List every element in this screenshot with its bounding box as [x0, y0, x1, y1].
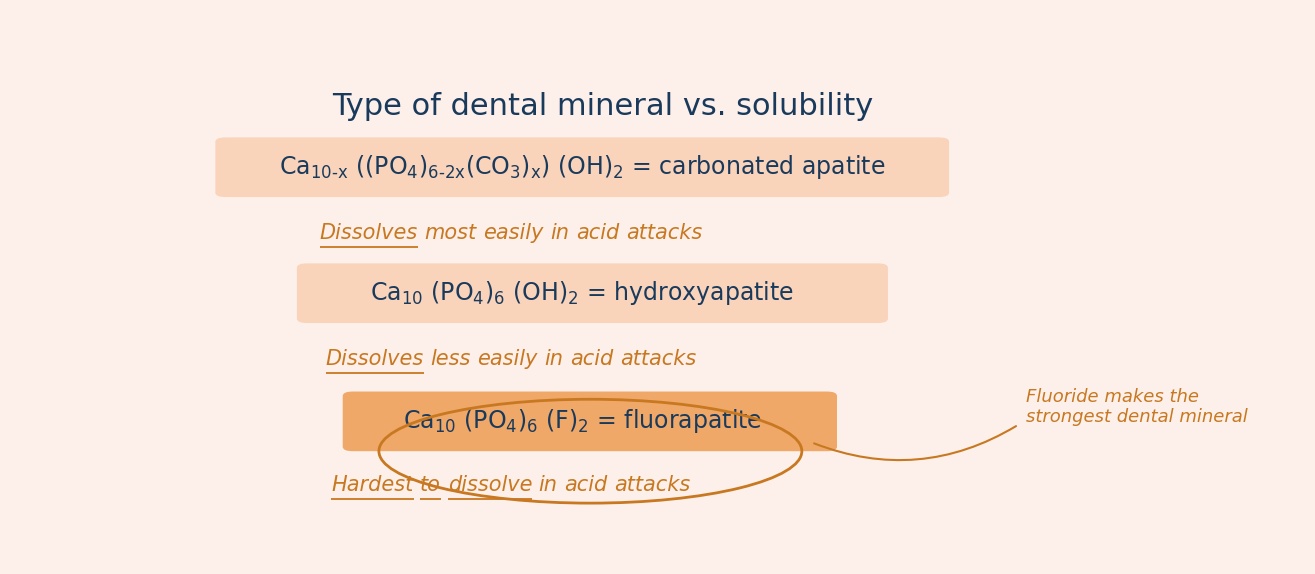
Text: easily: easily	[484, 223, 543, 243]
FancyBboxPatch shape	[297, 263, 888, 323]
Text: in: in	[550, 223, 569, 243]
Text: $\mathregular{Ca_{10}\ (PO_4)_6\ (OH)_2}$ = hydroxyapatite: $\mathregular{Ca_{10}\ (PO_4)_6\ (OH)_2}…	[371, 279, 794, 307]
Text: most: most	[425, 223, 477, 243]
Text: attacks: attacks	[626, 223, 702, 243]
Text: to: to	[419, 475, 441, 495]
Text: Hardest: Hardest	[331, 475, 413, 495]
FancyBboxPatch shape	[216, 137, 949, 197]
Text: acid: acid	[571, 349, 613, 369]
Text: attacks: attacks	[619, 349, 696, 369]
FancyArrowPatch shape	[814, 426, 1016, 460]
Text: less: less	[430, 349, 471, 369]
Text: acid: acid	[576, 223, 619, 243]
FancyBboxPatch shape	[343, 391, 836, 451]
Text: in: in	[544, 349, 563, 369]
Text: Fluoride makes the
strongest dental mineral: Fluoride makes the strongest dental mine…	[1026, 387, 1248, 426]
Text: acid: acid	[564, 475, 608, 495]
Text: Dissolves: Dissolves	[320, 223, 418, 243]
Text: attacks: attacks	[614, 475, 690, 495]
Text: in: in	[539, 475, 558, 495]
Text: Type of dental mineral vs. solubility: Type of dental mineral vs. solubility	[331, 92, 873, 121]
Text: $\mathregular{Ca_{10}\ (PO_4)_6\ (F)_2}$ = fluorapatite: $\mathregular{Ca_{10}\ (PO_4)_6\ (F)_2}$…	[402, 407, 761, 435]
Text: dissolve: dissolve	[447, 475, 533, 495]
Text: easily: easily	[477, 349, 538, 369]
Text: Dissolves: Dissolves	[326, 349, 423, 369]
Text: $\mathregular{Ca_{10\text{-}x}\ ((PO_4)_{6\text{-}2x}(CO_3)_x)\ (OH)_2}$ = carbo: $\mathregular{Ca_{10\text{-}x}\ ((PO_4)_…	[279, 153, 885, 181]
